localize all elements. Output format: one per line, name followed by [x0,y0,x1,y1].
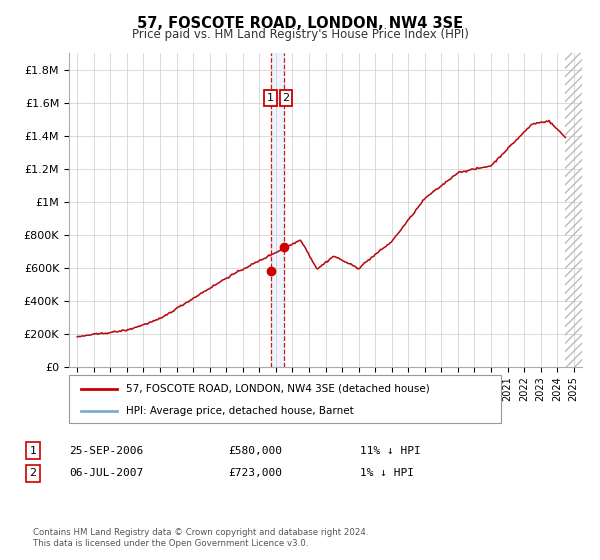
Text: 2: 2 [283,93,290,103]
Text: 57, FOSCOTE ROAD, LONDON, NW4 3SE: 57, FOSCOTE ROAD, LONDON, NW4 3SE [137,16,463,31]
Text: £580,000: £580,000 [228,446,282,456]
Text: 2: 2 [29,468,37,478]
Text: 06-JUL-2007: 06-JUL-2007 [69,468,143,478]
Text: HPI: Average price, detached house, Barnet: HPI: Average price, detached house, Barn… [126,406,354,416]
Text: 25-SEP-2006: 25-SEP-2006 [69,446,143,456]
Text: 57, FOSCOTE ROAD, LONDON, NW4 3SE (detached house): 57, FOSCOTE ROAD, LONDON, NW4 3SE (detac… [126,384,430,394]
Bar [271,53,284,367]
Bar [565,53,582,367]
Text: Contains HM Land Registry data © Crown copyright and database right 2024.
This d: Contains HM Land Registry data © Crown c… [33,528,368,548]
Text: 1% ↓ HPI: 1% ↓ HPI [360,468,414,478]
Text: 1: 1 [267,93,274,103]
Text: 1: 1 [29,446,37,456]
Text: £723,000: £723,000 [228,468,282,478]
Text: 11% ↓ HPI: 11% ↓ HPI [360,446,421,456]
Text: Price paid vs. HM Land Registry's House Price Index (HPI): Price paid vs. HM Land Registry's House … [131,28,469,41]
